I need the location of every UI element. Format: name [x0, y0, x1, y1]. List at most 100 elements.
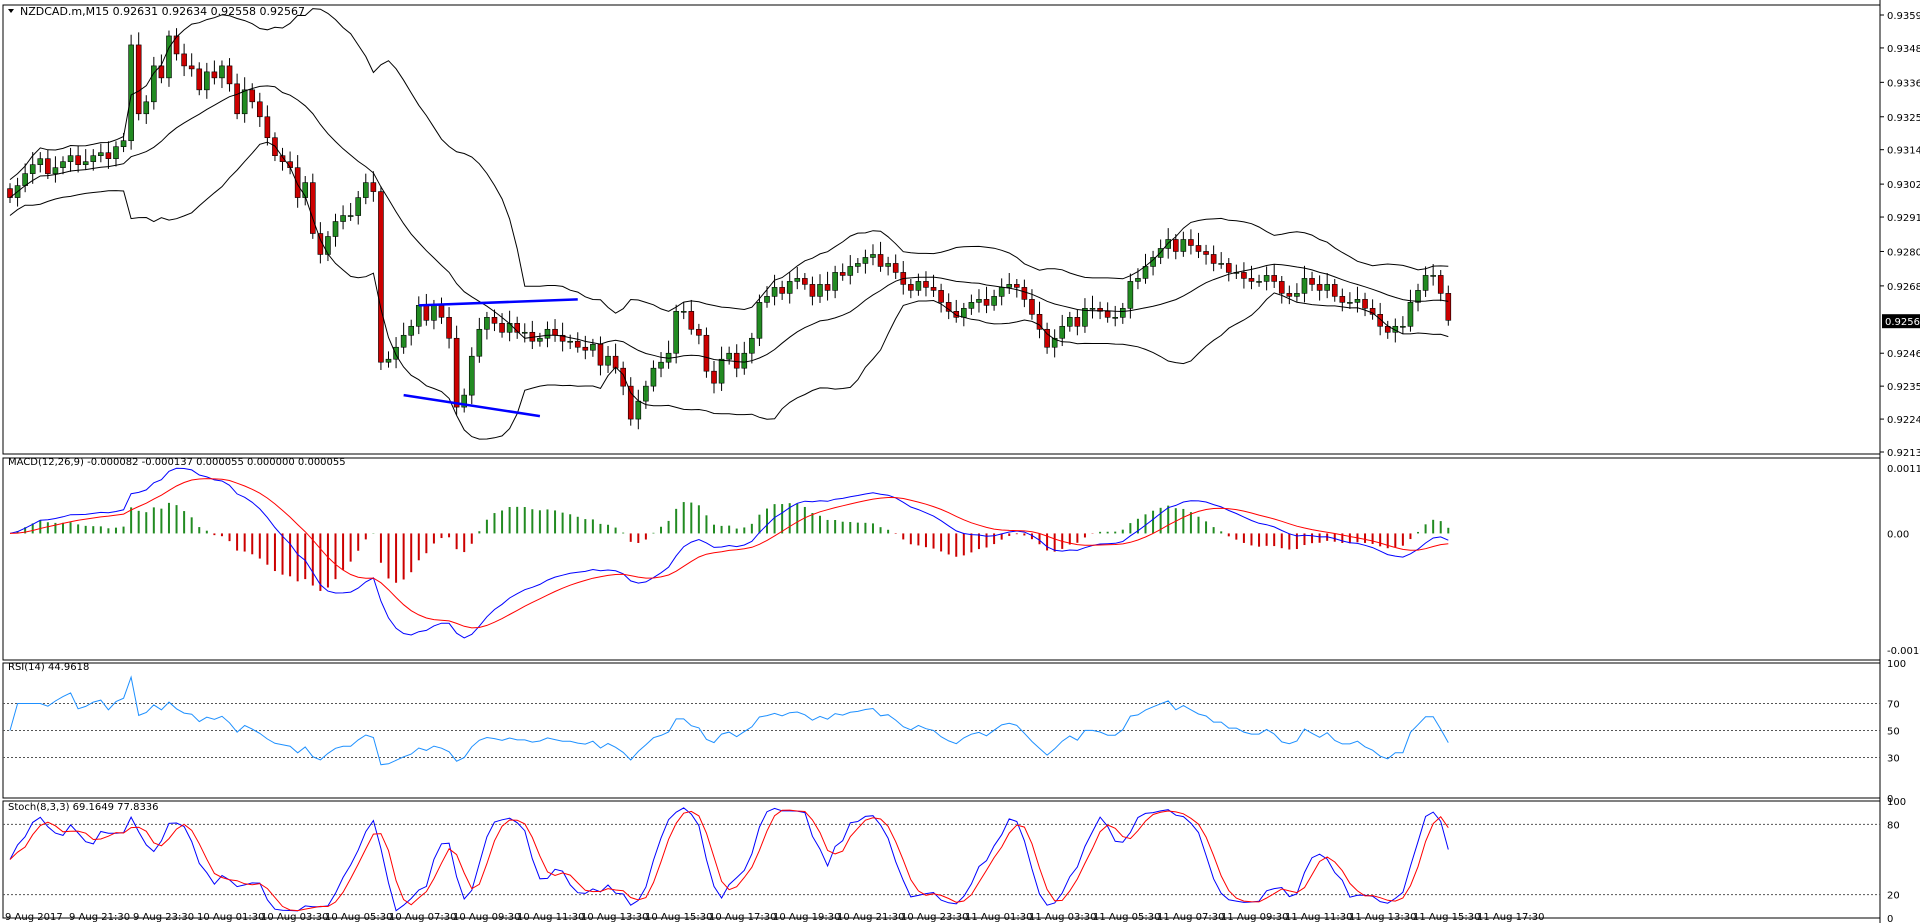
candle [1203, 251, 1209, 255]
candle [802, 278, 808, 285]
rsi-axis-label: 30 [1887, 754, 1900, 765]
candle [650, 367, 657, 387]
candle [688, 311, 695, 330]
candle [635, 400, 642, 420]
candle [113, 146, 119, 159]
candle [393, 346, 399, 360]
candle [1059, 325, 1066, 339]
candle [1241, 272, 1247, 279]
candle [506, 322, 513, 333]
stoch-axis-label: 20 [1887, 891, 1900, 902]
candle [294, 167, 301, 198]
stoch-header: Stoch(8,3,3) 69.1649 77.8336 [8, 802, 159, 813]
candle [590, 343, 596, 351]
candle [976, 299, 982, 303]
candle [658, 361, 664, 369]
candle [1331, 284, 1338, 297]
candle [938, 290, 944, 303]
candle [453, 337, 460, 408]
candle [915, 281, 922, 291]
candle [188, 65, 195, 70]
candle [1135, 278, 1141, 282]
candle [1377, 314, 1383, 327]
bollinger-upper [9, 8, 1449, 314]
candle [1097, 308, 1103, 312]
candle [257, 101, 263, 118]
time-axis-label: 10 Aug 19:30 [773, 912, 840, 923]
panel-frame-main [2, 4, 1881, 455]
candle [597, 343, 604, 366]
candle [355, 197, 362, 216]
candle [249, 89, 256, 103]
time-axis-label: 10 Aug 01:30 [197, 912, 264, 923]
candle [998, 287, 1005, 297]
candle [1415, 290, 1421, 303]
candle [1014, 284, 1020, 288]
candle [446, 317, 452, 339]
channel-upper-line[interactable] [418, 298, 578, 307]
stoch-signal-line [9, 809, 1449, 912]
candle [559, 334, 566, 342]
time-axis-label: 10 Aug 15:30 [645, 912, 712, 923]
candle [567, 340, 573, 343]
candle [870, 254, 876, 258]
candle [696, 328, 702, 336]
candle [1021, 287, 1028, 300]
channel-lower-line[interactable] [403, 393, 541, 418]
time-axis-label: 10 Aug 21:30 [837, 912, 904, 923]
header-dropdown-icon[interactable] [8, 9, 14, 13]
candle [824, 284, 831, 291]
macd-header: MACD(12,26,9) -0.000082 -0.000137 0.0000… [8, 457, 346, 468]
candle [29, 164, 36, 174]
candle [673, 311, 679, 354]
candle [128, 44, 134, 142]
price-panel[interactable] [7, 8, 1452, 440]
time-axis-label: 11 Aug 05:30 [1093, 912, 1160, 923]
candle [461, 394, 468, 408]
candle [574, 340, 581, 348]
candle [1430, 275, 1436, 277]
candle [552, 328, 558, 336]
candle [1036, 314, 1043, 330]
time-axis-label: 9 Aug 23:30 [133, 912, 194, 923]
candle [1180, 239, 1187, 252]
candle [362, 182, 369, 198]
candle [1316, 284, 1323, 291]
time-axis-label: 10 Aug 23:30 [901, 912, 968, 923]
time-axis-label: 9 Aug 21:30 [69, 912, 130, 923]
candle [37, 158, 44, 165]
price-axis-label: 0.92915 [1887, 213, 1920, 224]
candle [1218, 263, 1224, 265]
candle [711, 370, 717, 384]
candle [1104, 311, 1111, 318]
candle [1271, 275, 1277, 282]
candle [1195, 245, 1202, 252]
candle [468, 355, 475, 396]
stoch-axis-label: 100 [1887, 797, 1906, 808]
time-axis-label: 11 Aug 03:30 [1029, 912, 1096, 923]
candle [680, 311, 687, 313]
candle [378, 191, 384, 363]
candle [1210, 254, 1217, 264]
candle [1006, 284, 1013, 288]
candle [786, 281, 793, 294]
candle [1051, 337, 1058, 348]
candle [476, 328, 483, 357]
candle [340, 215, 346, 222]
time-axis-label: 10 Aug 05:30 [325, 912, 392, 923]
rsi-line [9, 675, 1449, 766]
candle [226, 65, 233, 85]
candle [1407, 302, 1414, 327]
rsi-axis-label: 100 [1887, 659, 1906, 670]
candle [1248, 278, 1255, 282]
candle [45, 158, 51, 174]
candle [385, 358, 392, 363]
candle [953, 311, 960, 318]
candle [703, 334, 710, 372]
candle [877, 254, 884, 267]
